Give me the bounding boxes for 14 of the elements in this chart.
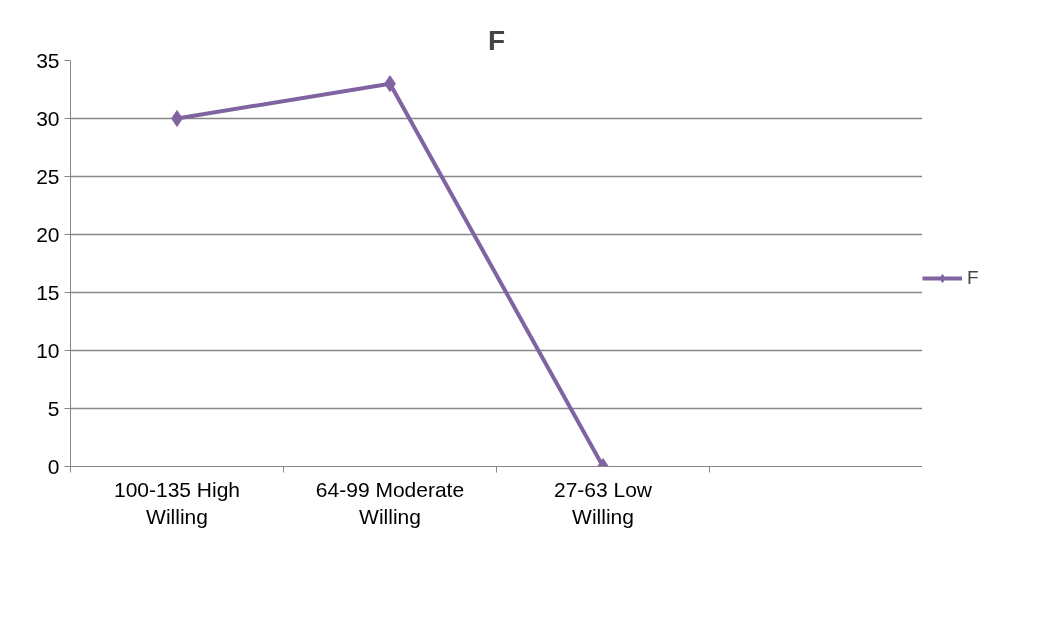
y-tick-label: 35 bbox=[36, 48, 60, 72]
point bbox=[171, 110, 183, 127]
y-tick-label: 20 bbox=[36, 222, 60, 246]
y-tick-label: 10 bbox=[36, 338, 60, 362]
y-tick-label: 25 bbox=[36, 164, 60, 188]
y-tick-label: 15 bbox=[36, 280, 60, 304]
x-tick-label: 64-99 Moderate Willing bbox=[315, 477, 465, 529]
x-tick-label: 100-135 High Willing bbox=[113, 477, 241, 529]
y-tick-label: 30 bbox=[36, 106, 60, 130]
y-tick-label: 0 bbox=[47, 454, 60, 478]
x-tick-label: 27-63 Low Willing bbox=[553, 477, 653, 529]
chart-title: F bbox=[487, 24, 506, 56]
legend-label: F bbox=[967, 267, 980, 289]
y-tick-label: 5 bbox=[47, 396, 60, 420]
